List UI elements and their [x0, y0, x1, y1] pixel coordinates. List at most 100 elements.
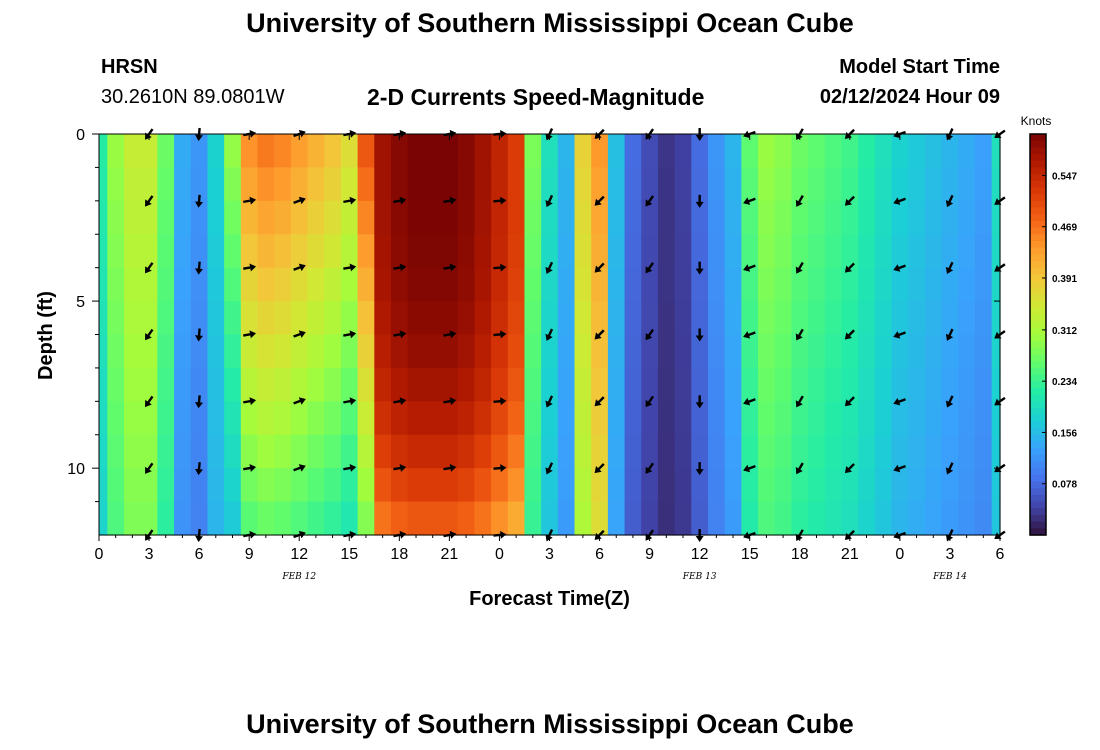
current-vector-arrow	[243, 464, 257, 472]
current-vector-arrow	[893, 264, 906, 272]
current-vector-arrow	[695, 261, 704, 275]
current-vector-arrow	[243, 330, 257, 339]
heatmap-cell	[874, 134, 893, 169]
heatmap-cell	[657, 134, 676, 169]
current-vector-arrow	[893, 331, 906, 339]
heatmap-cell	[758, 234, 776, 269]
heatmap-cell	[774, 401, 793, 436]
colorbar-segment	[1030, 421, 1046, 429]
heatmap-cell	[758, 401, 776, 436]
heatmap-cell	[99, 301, 108, 336]
date-label: FEB 14	[932, 572, 967, 582]
heatmap-cell	[324, 434, 342, 469]
colorbar-segment	[1030, 147, 1046, 155]
heatmap-cell	[357, 434, 375, 469]
heatmap-cell	[274, 434, 292, 469]
heatmap-cell	[891, 267, 909, 302]
heatmap-cell	[207, 501, 225, 536]
heatmap-cell	[474, 501, 492, 536]
heatmap-cell	[307, 334, 325, 369]
heatmap-cell	[124, 501, 142, 536]
x-tick-label: 18	[390, 546, 408, 563]
heatmap-cell	[541, 167, 559, 202]
heatmap-cell	[174, 501, 192, 536]
heatmap-cell	[507, 367, 526, 402]
heatmap-cell	[491, 367, 509, 402]
y-axis-ticks: 0 5 10	[67, 127, 1000, 503]
heatmap-cell	[374, 401, 392, 436]
heatmap-cell	[424, 167, 442, 202]
heatmap-cell	[474, 200, 492, 235]
heatmap-cell	[107, 434, 125, 469]
heatmap-cell	[407, 267, 425, 302]
heatmap-cell	[824, 468, 843, 503]
heatmap-cell	[607, 468, 626, 503]
heatmap-cell	[290, 167, 309, 202]
heatmap-cell	[491, 401, 509, 436]
heatmap-cell	[557, 134, 576, 169]
heatmap-cell	[824, 267, 843, 302]
heatmap-cell	[958, 334, 976, 369]
heatmap-cell	[357, 367, 375, 402]
current-vector-arrow	[844, 262, 855, 273]
heatmap-cell	[624, 434, 642, 469]
heatmap-cell	[824, 167, 843, 202]
current-vector-arrow	[645, 395, 655, 408]
heatmap-cell	[207, 367, 225, 402]
heatmap-cell	[891, 501, 909, 536]
heatmap-cell	[657, 267, 676, 302]
heatmap-cell	[874, 367, 893, 402]
heatmap-cell	[124, 367, 142, 402]
colorbar-segment	[1030, 321, 1046, 329]
heatmap-cell	[708, 501, 726, 536]
heatmap-cell	[124, 200, 142, 235]
current-vector-arrow	[893, 197, 906, 205]
heatmap-cell	[524, 434, 542, 469]
heatmap-cell	[524, 468, 542, 503]
current-vector-arrow	[195, 194, 204, 208]
current-vector-arrow	[493, 196, 507, 205]
y-tick-label: 5	[76, 294, 85, 311]
heatmap-cell	[541, 501, 559, 536]
heatmap-cell	[691, 267, 709, 302]
heatmap-cell	[808, 234, 826, 269]
heatmap-cell	[424, 501, 442, 536]
heatmap-cell	[340, 334, 359, 369]
heatmap-cell	[991, 200, 1001, 235]
heatmap-cell	[290, 367, 309, 402]
heatmap-cell	[758, 134, 776, 169]
heatmap-cell	[708, 401, 726, 436]
current-vector-arrow	[545, 261, 554, 275]
heatmap-cell	[507, 434, 526, 469]
heatmap-cell	[674, 134, 692, 169]
heatmap-cell	[524, 167, 542, 202]
heatmap-cell	[491, 501, 509, 536]
heatmap-cell	[974, 501, 993, 536]
heatmap-cell	[674, 401, 692, 436]
heatmap-cell	[941, 401, 959, 436]
heatmap-cell	[207, 334, 225, 369]
heatmap-cell	[691, 334, 709, 369]
heatmap-cell	[891, 334, 909, 369]
heatmap-cell	[424, 267, 442, 302]
current-vector-arrow	[545, 328, 554, 341]
x-tick-label: 21	[841, 546, 859, 563]
heatmap-cell	[724, 401, 742, 436]
date-labels: FEB 12 FEB 13 FEB 14	[281, 572, 967, 582]
heatmap-cell	[290, 234, 309, 269]
heatmap-cell	[124, 234, 142, 269]
heatmap-cell	[457, 434, 476, 469]
heatmap-cell	[791, 434, 809, 469]
heatmap-cell	[791, 334, 809, 369]
heatmap-cell	[190, 134, 209, 169]
current-vector-arrow	[243, 397, 257, 406]
heatmap-cell	[290, 401, 309, 436]
colorbar-frame	[1029, 133, 1047, 536]
heatmap-cell	[774, 367, 793, 402]
heatmap-cell	[374, 200, 392, 235]
heatmap-cell	[708, 434, 726, 469]
heatmap-cell	[541, 200, 559, 235]
heatmap-cell	[958, 401, 976, 436]
heatmap-cell	[991, 501, 1001, 536]
heatmap-cell	[741, 134, 759, 169]
